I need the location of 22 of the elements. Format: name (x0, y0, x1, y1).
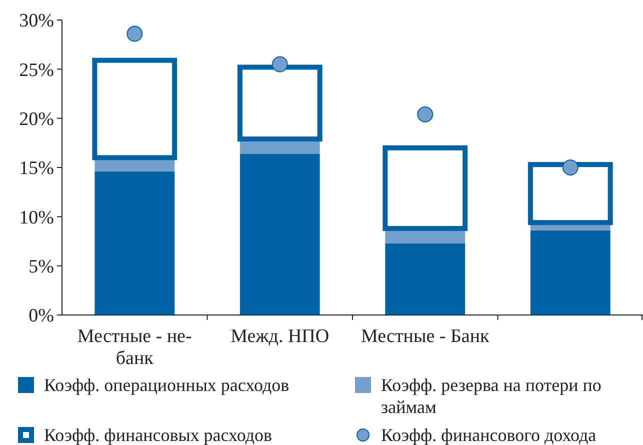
legend-label: Коэфф. резерва на потери по займам (381, 375, 602, 417)
point (272, 56, 288, 72)
x-tick-label: Межд. НПО (230, 326, 330, 347)
bar (385, 243, 466, 315)
y-tick-label: 30% (19, 10, 54, 32)
y-tick-label: 5% (28, 256, 54, 278)
y-tick-label: 20% (19, 108, 54, 130)
point (126, 26, 143, 42)
y-tick-label: 15% (19, 158, 54, 180)
x-tick-label: Местные - не-банк (77, 326, 192, 369)
point (562, 160, 578, 176)
y-tick-label: 25% (19, 60, 54, 81)
bar (240, 154, 320, 315)
legend-label: Коэфф. финансовых расходов (44, 425, 272, 445)
bar (530, 230, 610, 315)
y-tick-label: 0% (28, 306, 54, 327)
legend-label: Коэфф. операционных расходов (44, 375, 290, 395)
legend-label: Коэфф. финансового дохода (381, 425, 596, 445)
point (417, 106, 434, 122)
x-tick-label: Местные - Банк (361, 326, 490, 347)
y-tick-label: 10% (19, 207, 54, 228)
bar (94, 171, 175, 315)
